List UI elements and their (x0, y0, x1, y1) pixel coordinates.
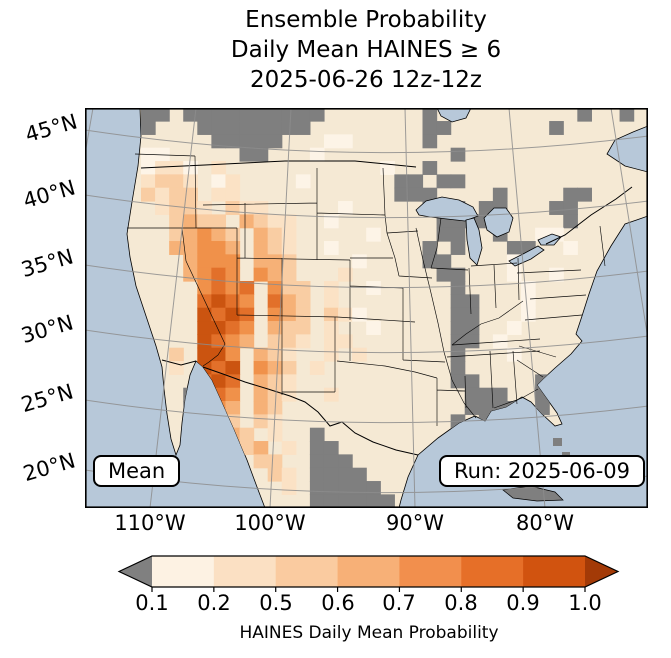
figure-title-line-2: Daily Mean HAINES ≥ 6 (230, 37, 502, 63)
colorbar-tick-label: 0.8 (444, 591, 478, 615)
map-axes (85, 108, 648, 508)
latitude-label-20n: 20°N (20, 448, 79, 487)
latitude-label-45n: 45°N (22, 109, 81, 148)
longitude-label-110w: 110°W (114, 511, 186, 535)
latitude-label-30n: 30°N (18, 310, 77, 349)
colorbar-tick-label: 0.5 (259, 591, 293, 615)
hudson-bay (436, 108, 472, 123)
run-annotation-box: Run: 2025-06-09 (438, 455, 645, 487)
colorbar-tick-label: 0.9 (506, 591, 540, 615)
colorbar-tick-label: 0.6 (321, 591, 355, 615)
latitude-label-35n: 35°N (18, 244, 77, 283)
colorbar-svg (117, 555, 620, 592)
colorbar-caption: HAINES Daily Mean Probability (239, 623, 499, 643)
colorbar-tick-label: 1.0 (568, 591, 602, 615)
longitude-label-80w: 80°W (516, 511, 574, 535)
state-boundaries (127, 153, 606, 426)
lake-michigan (465, 217, 483, 266)
mean-annotation-box: Mean (93, 455, 181, 487)
figure-title-line-3: 2025-06-26 12z-12z (250, 67, 482, 93)
figure-title-line-1: Ensemble Probability (245, 7, 487, 33)
map-svg (85, 108, 648, 508)
colorbar-tick-label: 0.1 (135, 591, 169, 615)
latitude-label-25n: 25°N (18, 379, 77, 418)
lake-ontario (537, 233, 562, 246)
longitude-label-90w: 90°W (386, 511, 444, 535)
colorbar-tick-label: 0.7 (382, 591, 416, 615)
national-borders (140, 160, 633, 456)
axes-spine (85, 108, 648, 508)
colorbar-tick-label: 0.2 (197, 591, 231, 615)
longitude-label-100w: 100°W (234, 511, 306, 535)
colorbar (0, 553, 671, 598)
latitude-label-40n: 40°N (20, 175, 79, 214)
graticule (85, 108, 648, 508)
